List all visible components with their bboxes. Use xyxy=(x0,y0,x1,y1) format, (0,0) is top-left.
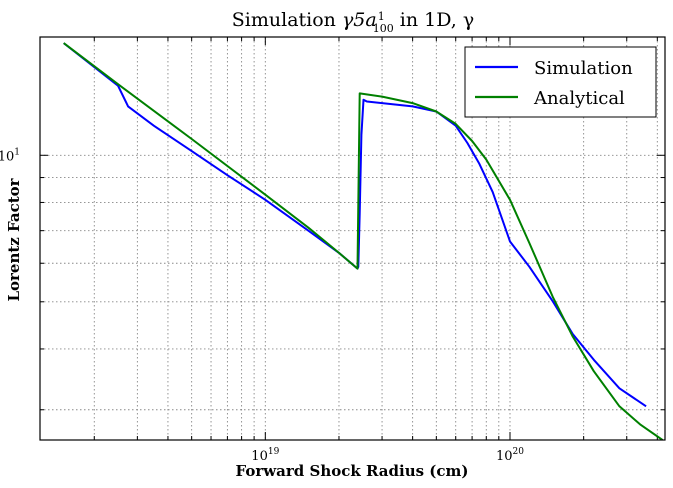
x-tick-label: 1020 xyxy=(496,447,524,464)
legend-label-simulation: Simulation xyxy=(534,58,633,79)
series-lines xyxy=(63,42,664,440)
chart-title-suffix: in 1D, γ xyxy=(394,9,474,31)
x-axis-label: Forward Shock Radius (cm) xyxy=(236,462,469,480)
grid-lines xyxy=(40,37,665,440)
tick-labels: 1019 1020 101 xyxy=(0,147,524,464)
chart-title-math: γ5a xyxy=(342,9,377,31)
y-axis-label: Lorentz Factor xyxy=(5,177,23,301)
x-tick-label: 1019 xyxy=(251,447,279,464)
legend: Simulation Analytical xyxy=(464,46,657,118)
series-line-analytical xyxy=(63,42,664,440)
series-line-simulation xyxy=(63,42,647,408)
chart-title: Simulation γ5a1 100 in 1D, γ xyxy=(232,9,474,35)
plot-area-frame xyxy=(39,36,666,441)
y-tick-label: 101 xyxy=(0,147,20,164)
legend-label-analytical: Analytical xyxy=(533,88,625,109)
chart-title-prefix: Simulation xyxy=(232,9,342,31)
chart-title-frac-den: 100 xyxy=(373,22,394,35)
chart-title-frac-num: 1 xyxy=(378,10,385,23)
legend-box xyxy=(464,46,657,118)
axis-ticks xyxy=(40,37,665,440)
